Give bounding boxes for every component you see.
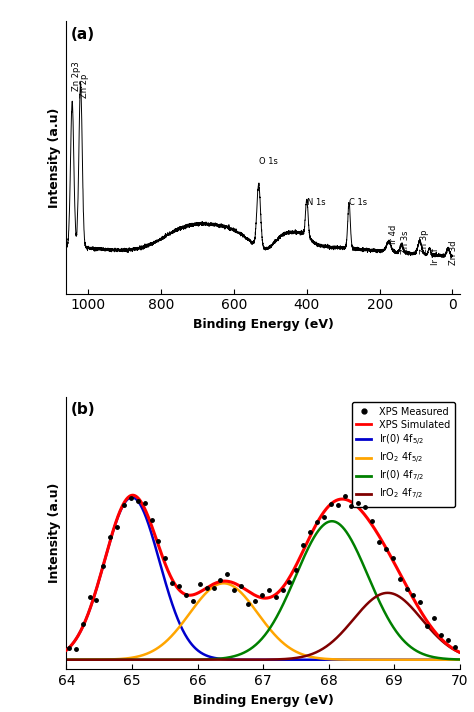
Text: Zn 2p: Zn 2p <box>80 73 89 98</box>
Text: Zn 3s: Zn 3s <box>401 231 410 254</box>
Text: (a): (a) <box>70 27 94 42</box>
Text: N 1s: N 1s <box>307 198 326 207</box>
Text: Ir 4d: Ir 4d <box>389 225 398 244</box>
Text: Zn 3p: Zn 3p <box>419 230 428 254</box>
X-axis label: Binding Energy (eV): Binding Energy (eV) <box>192 693 334 707</box>
Text: Zn 3d: Zn 3d <box>449 240 458 265</box>
Text: Ir 4f: Ir 4f <box>431 248 440 265</box>
Y-axis label: Intensity (a.u): Intensity (a.u) <box>48 108 61 208</box>
Text: (b): (b) <box>70 402 95 417</box>
Text: Zn 2p3: Zn 2p3 <box>72 62 81 91</box>
X-axis label: Binding Energy (eV): Binding Energy (eV) <box>192 318 334 331</box>
Y-axis label: Intensity (a.u): Intensity (a.u) <box>48 483 61 583</box>
Text: O 1s: O 1s <box>259 157 278 166</box>
Text: C 1s: C 1s <box>349 198 367 207</box>
Legend: XPS Measured, XPS Simulated, Ir(0) 4f$_{5/2}$, IrO$_2$ 4f$_{5/2}$, Ir(0) 4f$_{7/: XPS Measured, XPS Simulated, Ir(0) 4f$_{… <box>352 402 455 507</box>
